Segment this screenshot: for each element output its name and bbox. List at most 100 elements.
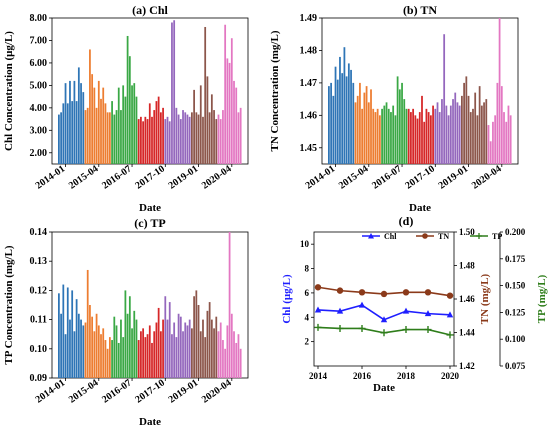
panel-a-bar-66 [204, 26, 207, 165]
panel-c-bar-52 [173, 322, 176, 378]
panel-a-bar-16 [93, 87, 96, 164]
panel-a-bar-72 [217, 114, 220, 164]
panel-a-bar-13 [86, 107, 89, 164]
panel-b-bar-69 [480, 105, 483, 164]
panel-c-bar-54 [177, 313, 180, 378]
panel-a-bar-70 [213, 110, 215, 164]
panel-d-tp-ytick-label-5: 0.200 [505, 227, 526, 237]
panel-b-bar-44 [425, 108, 428, 164]
panel-b-bar-34 [403, 99, 406, 164]
panel-d-series-chl-point-6 [446, 311, 454, 318]
panel-a-bar-74 [222, 110, 224, 164]
panel-b-bar-13 [356, 95, 359, 164]
panel-b-bar-79 [503, 112, 505, 164]
panel-a-bar-65 [202, 116, 204, 164]
panel-c-bar-65 [202, 319, 204, 378]
panel-b-bar-54 [447, 115, 450, 164]
panel-c-bar-27 [117, 342, 120, 378]
panel-c-bar-56 [182, 331, 184, 378]
panel-d-legend-marker-tn [422, 233, 428, 239]
panel-d-frame [313, 231, 455, 367]
panel-c-bar-8 [75, 299, 78, 378]
panel-b-bar-65 [472, 108, 474, 164]
panel-b-bar-38 [412, 108, 415, 164]
panel-c-bar-80 [235, 342, 238, 378]
panel-b-bar-27 [387, 108, 390, 164]
panel-d-series-tn-point-1 [336, 287, 344, 294]
panel-c-bar-10 [80, 319, 82, 378]
panel-a-xtick-label-1: 2015-04 [67, 163, 101, 191]
panel-b-xtick-label-2: 2016-07 [370, 163, 404, 191]
panel-d-chl-ytick-label-2: 6 [305, 288, 310, 298]
panel-c-bar-60 [191, 328, 193, 378]
panel-a-bar-53 [175, 107, 178, 164]
panel-b-bar-36 [407, 108, 410, 164]
panel-b-xtick-label-0: 2014-01 [304, 163, 338, 191]
panel-b-bar-64 [469, 112, 472, 164]
panel-c-xtick-label-4: 2019-01 [167, 377, 201, 405]
panel-a-bar-14 [89, 49, 91, 165]
panel-b-bar-11 [352, 82, 355, 164]
panel-c-bar-61 [193, 296, 195, 378]
panel-b-bar-40 [416, 118, 419, 164]
panel-a-bar-60 [191, 112, 193, 164]
panel-b-bar-24 [381, 108, 383, 164]
panel-a-bar-12 [84, 110, 87, 164]
panel-c-bar-9 [77, 313, 80, 378]
panel-c-bar-33 [131, 328, 133, 378]
panel-c-ytick-label-5: 0.14 [30, 227, 48, 238]
panel-b-bar-29 [392, 105, 395, 164]
panel-a-xtick-label-2: 2016-07 [100, 163, 134, 191]
panel-c-bar-59 [188, 319, 191, 378]
panel-a-bar-47 [162, 107, 164, 164]
panel-c-xtick-label-1: 2015-04 [67, 377, 101, 405]
panel-c-bar-72 [217, 331, 220, 378]
panel-c-bar-40 [146, 334, 149, 378]
panel-b-bar-14 [359, 82, 361, 164]
panel-c-ytick-label-4: 0.13 [30, 256, 48, 267]
panel-a-bar-20 [102, 87, 105, 164]
panel-c-bar-48 [164, 296, 167, 378]
panel-b-bar-70 [483, 102, 485, 164]
panel-a-bar-76 [226, 58, 229, 164]
panel-b-bar-51 [441, 99, 443, 164]
panel-a-bar-58 [186, 114, 189, 164]
panel-a-bar-27 [117, 87, 120, 164]
panel-c-bar-30 [124, 290, 127, 378]
panel-b-bar-16 [363, 92, 366, 164]
panel-d-series-chl-point-4 [402, 307, 410, 314]
panel-a-bar-67 [206, 76, 209, 164]
panel-a-bar-52 [173, 20, 176, 164]
panel-d-tn-ytick-label-0: 1.42 [459, 361, 475, 371]
panel-a-bar-6 [71, 101, 74, 164]
panel-b-bar-26 [385, 102, 388, 164]
panel-b-bar-39 [414, 115, 417, 164]
panel-a-bar-40 [146, 119, 149, 164]
panel-a-ytick-label-0: 2.00 [30, 148, 48, 159]
panel-a-bar-31 [126, 35, 129, 164]
panel-a-xtick-label-0: 2014-01 [34, 163, 68, 191]
panel-b-bars [328, 18, 512, 165]
panel-b-bar-48 [434, 108, 437, 164]
panel-b-bar-68 [478, 86, 481, 164]
panel-b-bar-42 [421, 95, 423, 164]
panel-c-bar-12 [84, 322, 87, 378]
panel-a-bar-38 [142, 121, 145, 164]
panel-d-ylabel-tn: TN (mg/L) [479, 273, 491, 324]
panel-b-bar-31 [396, 76, 399, 164]
panel-c-bar-20 [102, 328, 105, 378]
panel-d-tp-ytick-label-3: 0.150 [505, 281, 526, 291]
panel-d-series-tn-point-6 [446, 292, 454, 299]
panel-b-bar-8 [345, 76, 348, 164]
panel-b-bar-25 [383, 105, 386, 164]
panel-b-bar-58 [456, 102, 459, 164]
panel-b-bar-17 [365, 86, 368, 164]
panel-d-tn-ytick-label-2: 1.46 [459, 294, 475, 304]
panel-a-bar-73 [219, 119, 222, 164]
panel-c-bar-77 [228, 232, 231, 378]
panel-d-legend-marker-chl [368, 233, 374, 239]
panel-a-bar-49 [166, 116, 169, 164]
panel-b-ytick-label-4: 1.49 [300, 13, 318, 24]
panel-a-ytick-label-4: 6.00 [30, 58, 48, 69]
